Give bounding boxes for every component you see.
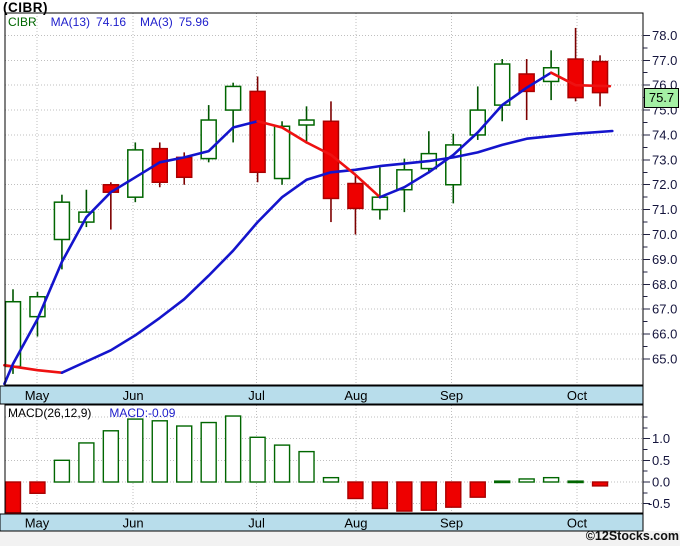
svg-text:68.0: 68.0 <box>652 277 677 292</box>
last-price-badge: 75.7 <box>644 88 679 108</box>
svg-text:Aug: Aug <box>344 388 367 403</box>
ma13-line <box>3 129 614 375</box>
panel-borders <box>4 12 644 514</box>
svg-text:Sep: Sep <box>440 388 463 403</box>
svg-text:May: May <box>25 516 50 531</box>
page-title: (CIBR) <box>3 0 48 15</box>
legend-ma13-value: 74.16 <box>96 15 127 29</box>
macd-axis: 1.0 0.5 0.0 -0.5 <box>643 416 670 511</box>
svg-text:1.0: 1.0 <box>652 431 670 446</box>
macd-histogram <box>4 415 609 514</box>
svg-text:66.0: 66.0 <box>652 327 677 342</box>
ma3-line <box>3 71 612 386</box>
svg-text:Jun: Jun <box>123 388 144 403</box>
copyright-watermark: ©12Stocks.com <box>585 529 679 543</box>
svg-text:Sep: Sep <box>440 516 463 531</box>
gridlines <box>5 13 643 513</box>
macd-value-label: MACD:-0.09 <box>109 406 176 420</box>
chart-legend: CIBR MA(13) 74.16 MA(3) 75.96 <box>8 15 209 29</box>
svg-text:78.0: 78.0 <box>652 28 677 43</box>
svg-text:Aug: Aug <box>344 516 367 531</box>
svg-text:Oct: Oct <box>567 388 588 403</box>
legend-ma3-value: 75.96 <box>178 15 209 29</box>
svg-text:67.0: 67.0 <box>652 302 677 317</box>
month-strips <box>0 385 644 532</box>
svg-text:Jul: Jul <box>248 388 265 403</box>
svg-text:71.0: 71.0 <box>652 202 677 217</box>
svg-text:-0.5: -0.5 <box>648 496 670 511</box>
svg-text:65.0: 65.0 <box>652 351 677 366</box>
svg-text:May: May <box>25 388 50 403</box>
svg-text:73.0: 73.0 <box>652 152 677 167</box>
price-axis: 78.077.076.075.074.073.072.071.070.069.0… <box>643 28 677 366</box>
svg-text:0.5: 0.5 <box>652 453 670 468</box>
svg-text:Jun: Jun <box>123 516 144 531</box>
candles <box>4 27 609 374</box>
legend-ma13-label: MA(13) <box>50 15 91 29</box>
svg-text:Oct: Oct <box>567 516 588 531</box>
legend-symbol: CIBR <box>8 15 37 29</box>
macd-params-label: MACD(26,12,9) <box>8 406 92 420</box>
month-labels: May May Jun Jun Jul Jul Aug Aug Sep Sep Oct Oct <box>25 388 588 531</box>
svg-text:70.0: 70.0 <box>652 227 677 242</box>
svg-text:77.0: 77.0 <box>652 53 677 68</box>
svg-text:74.0: 74.0 <box>652 127 677 142</box>
svg-text:Jul: Jul <box>248 516 265 531</box>
legend-ma3-label: MA(3) <box>140 15 173 29</box>
svg-text:69.0: 69.0 <box>652 252 677 267</box>
svg-text:0.0: 0.0 <box>652 475 670 490</box>
svg-text:72.0: 72.0 <box>652 177 677 192</box>
macd-legend: MACD(26,12,9) MACD:-0.09 <box>8 406 175 420</box>
